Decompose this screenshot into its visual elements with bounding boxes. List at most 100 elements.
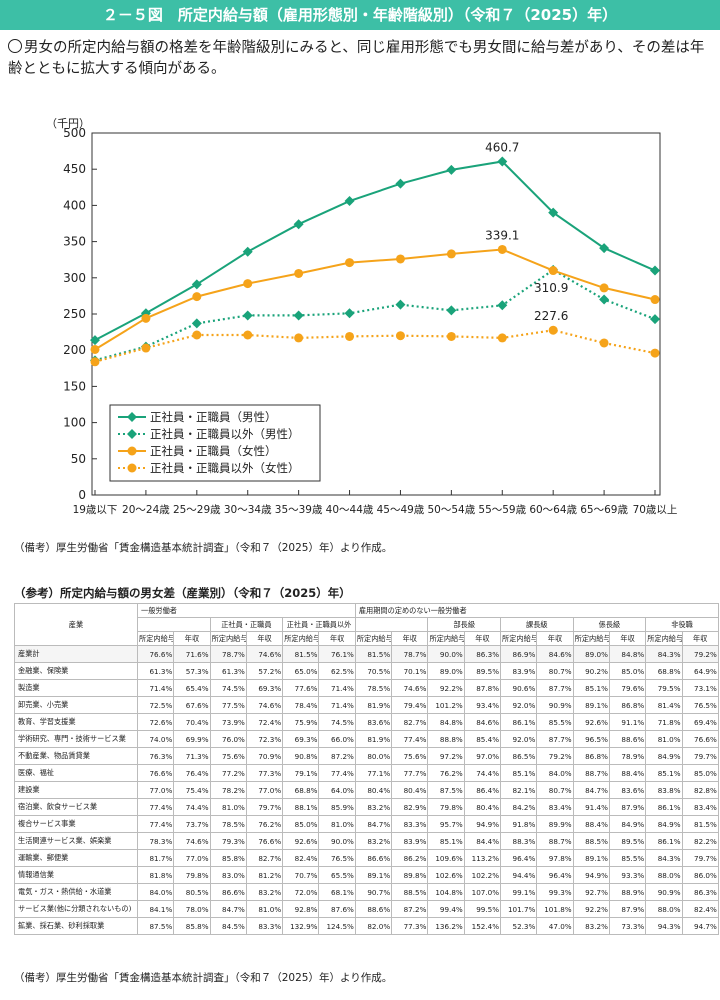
table-cell: 72.6% [136, 713, 175, 731]
table-cell: 83.2% [572, 917, 610, 935]
table-cell: 65.5% [318, 866, 356, 884]
table-cell: 68.1% [318, 883, 356, 901]
table-row: 医療、福祉 76.6% 76.4% 77.2% 77.3% 79.1% 77.4% 77.1%… [14, 764, 719, 782]
table-cell: 80.0% [354, 747, 393, 765]
header-annual: 年収 [681, 631, 719, 646]
data-point [446, 164, 457, 175]
header-indefinite-all [354, 617, 429, 632]
table-cell: 85.0% [681, 764, 719, 782]
table-cell: 74.6% [173, 832, 211, 850]
data-point [141, 343, 151, 353]
table-cell: 78.2% [209, 781, 247, 799]
table-cell: 81.5% [354, 645, 393, 663]
table-row: サービス業(他に分類されないもの) 84.1% 78.0% 84.7% 81.0% 92.… [14, 900, 719, 918]
legend-label: 正社員・正職員以外（男性） [150, 427, 300, 441]
table-cell: 71.4% [318, 679, 356, 697]
table-cell: 75.4% [173, 781, 211, 799]
x-tick-label: 30～34歳 [224, 504, 272, 516]
table-cell: 80.4% [354, 781, 393, 799]
table-cell: 75.6% [391, 747, 429, 765]
header-annual: 年収 [536, 631, 574, 646]
table-cell: 79.7% [681, 849, 719, 867]
table-cell: 104.8% [427, 883, 465, 901]
table-cell: 88.0% [645, 900, 683, 918]
table-row: 金融業、保険業 61.3% 57.3% 61.3% 57.2% 65.0% 62.5% 70.… [14, 662, 719, 680]
table-cell: 88.4% [608, 764, 647, 782]
table-cell: 78.5% [354, 679, 393, 697]
table-cell: 109.6% [427, 849, 465, 867]
header-hiyakushoku: 非役職 [645, 617, 719, 632]
table-cell: 76.0% [209, 730, 247, 748]
table-cell: 84.3% [645, 645, 683, 663]
table-cell: 86.1% [645, 832, 683, 850]
table-cell: 64.0% [318, 781, 356, 799]
industry-name: 製造業 [14, 679, 138, 697]
header-pay: 所定内給与 [282, 631, 320, 646]
table-cell: 75.6% [209, 747, 247, 765]
summary: 男女の所定内給与額の格差を年齢階級別にみると、同じ雇用形態でも男女間に給与差があ… [8, 38, 714, 80]
table-cell: 74.5% [318, 713, 356, 731]
x-tick-label: 55～59歳 [478, 504, 526, 516]
series-line-0 [94, 160, 656, 341]
table-cell: 70.9% [245, 747, 284, 765]
table-cell: 91.1% [608, 713, 647, 731]
table-cell: 76.1% [318, 645, 356, 663]
table-cell: 78.7% [391, 645, 429, 663]
table-row: 情報通信業 81.8% 79.8% 83.0% 81.2% 70.7% 65.5% 89.1%… [14, 866, 719, 884]
table-cell: 84.7% [572, 781, 610, 799]
table-cell: 74.4% [463, 764, 502, 782]
legend-label: 正社員・正職員以外（女性） [150, 461, 300, 475]
table-cell: 85.8% [209, 849, 247, 867]
table-cell: 99.3% [536, 883, 574, 901]
table-cell: 79.2% [536, 747, 574, 765]
header-pay: 所定内給与 [209, 631, 247, 646]
table-cell: 77.4% [136, 798, 175, 816]
header-industry: 産業 [14, 603, 138, 646]
table-cell: 71.8% [645, 713, 683, 731]
series-line-3 [94, 329, 656, 363]
data-point [395, 254, 405, 264]
table-cell: 68.8% [645, 662, 683, 680]
table-cell: 88.7% [572, 764, 610, 782]
table-cell: 84.6% [463, 713, 502, 731]
table-cell: 76.4% [173, 764, 211, 782]
table-cell: 82.2% [681, 832, 719, 850]
industry-name: 不動産業、物品賃貸業 [14, 747, 138, 765]
table-cell: 101.2% [427, 696, 465, 714]
data-label: 339.1 [485, 228, 519, 242]
table-cell: 82.1% [500, 781, 538, 799]
table-cell: 82.4% [681, 900, 719, 918]
table-cell: 90.0% [318, 832, 356, 850]
table-cell: 77.2% [209, 764, 247, 782]
table-cell: 85.1% [427, 832, 465, 850]
table-row: 卸売業、小売業 72.5% 67.6% 77.5% 74.6% 78.4% 71.4% 81.… [14, 696, 719, 714]
table-cell: 61.3% [136, 662, 175, 680]
table-cell: 101.8% [536, 900, 574, 918]
table-cell: 83.2% [354, 798, 393, 816]
table-cell: 87.2% [391, 900, 429, 918]
table-cell: 82.4% [282, 849, 320, 867]
data-point [242, 246, 253, 257]
table-cell: 70.7% [282, 866, 320, 884]
table-cell: 79.7% [245, 798, 284, 816]
table-cell: 89.1% [572, 849, 610, 867]
industry-name: 鉱業、採石業、砂利採取業 [14, 917, 138, 935]
header-pay: 所定内給与 [136, 631, 175, 646]
y-tick-label: 500 [63, 126, 86, 140]
table-cell: 94.9% [572, 866, 610, 884]
data-point [599, 283, 609, 293]
y-axis-label: （千円） [46, 117, 90, 130]
data-point [293, 310, 304, 321]
header-kakaricho: 係長級 [572, 617, 647, 632]
table-cell: 85.1% [645, 764, 683, 782]
header-pay: 所定内給与 [427, 631, 465, 646]
table-cell: 86.6% [354, 849, 393, 867]
table-row: 建設業 77.0% 75.4% 78.2% 77.0% 68.8% 64.0% 80.4% 80… [14, 781, 719, 799]
table-cell: 78.3% [136, 832, 175, 850]
legend-label: 正社員・正職員（男性） [150, 410, 277, 424]
table-cell: 76.6% [681, 730, 719, 748]
table-cell: 76.6% [136, 764, 175, 782]
data-point [191, 279, 202, 290]
data-point [345, 258, 355, 268]
table-cell: 88.0% [645, 866, 683, 884]
